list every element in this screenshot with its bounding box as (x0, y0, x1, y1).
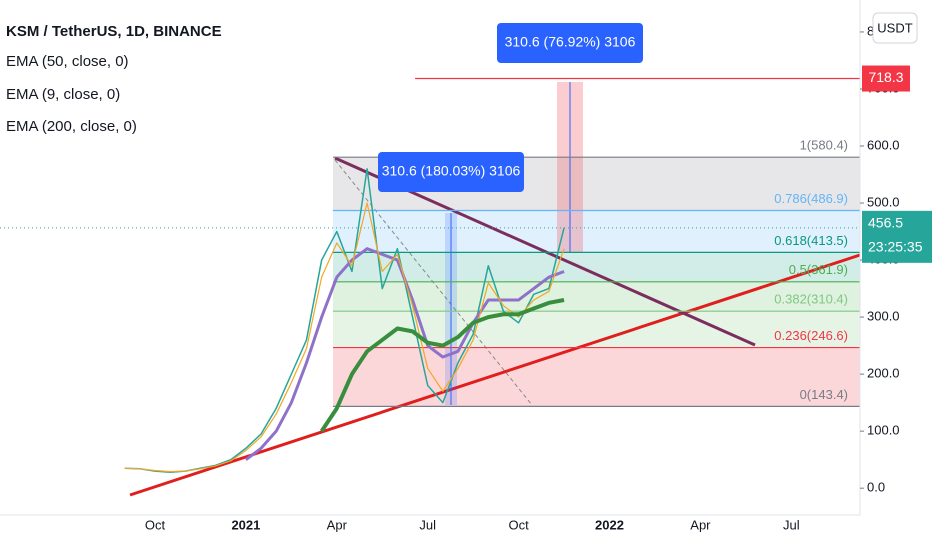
x-tick-label: Jul (419, 517, 436, 532)
fib-label: 0.786(486.9) (774, 191, 848, 206)
target-tag (862, 65, 910, 92)
y-tick-label: 200.0 (867, 366, 900, 381)
x-tick-label: Apr (327, 517, 348, 532)
target-tag-label: 718.3 (868, 69, 903, 85)
legend-item: EMA (200, close, 0) (6, 118, 137, 135)
currency-label[interactable]: USDT (877, 20, 912, 35)
y-tick-label: 500.0 (867, 194, 900, 209)
series-line (124, 202, 565, 473)
x-tick-label: 2021 (231, 517, 260, 532)
x-tick-label: Oct (145, 517, 166, 532)
legend-item: EMA (50, close, 0) (6, 53, 129, 70)
fib-label: 0.5(361.9) (789, 262, 848, 277)
measure-box (497, 23, 643, 63)
y-tick-label: 300.0 (867, 309, 900, 324)
countdown-label: 23:25:35 (868, 239, 923, 255)
fib-trend (334, 159, 533, 406)
x-tick-label: Jul (783, 517, 800, 532)
fib-label: 0.618(413.5) (774, 233, 848, 248)
fib-label: 0.382(310.4) (774, 292, 848, 307)
fib-label: 0.236(246.6) (774, 328, 848, 343)
y-tick-label: 600.0 (867, 137, 900, 152)
fib-zone (333, 210, 860, 253)
x-tick-label: Oct (508, 517, 529, 532)
fib-label: 0(143.4) (800, 387, 848, 402)
fib-zone (333, 281, 860, 312)
fib-zone (333, 252, 860, 282)
fib-zone (333, 347, 860, 407)
fib-label: 1(580.4) (800, 138, 848, 153)
y-tick-label: 100.0 (867, 423, 900, 438)
measure-label: 310.6 (76.92%) 3106 (505, 34, 636, 50)
currency-button[interactable] (872, 12, 918, 44)
y-tick-label: 0.0 (867, 480, 885, 495)
legend-item: EMA (9, close, 0) (6, 86, 120, 103)
measure-box (378, 152, 524, 192)
last-price-tag (862, 210, 932, 263)
chart-title: KSM / TetherUS, 1D, BINANCE (6, 23, 222, 40)
last-price-label: 456.5 (868, 215, 903, 231)
x-tick-label: 2022 (595, 517, 624, 532)
x-tick-label: Apr (690, 517, 711, 532)
series-line (319, 298, 565, 433)
measure-label: 310.6 (180.03%) 3106 (382, 163, 521, 179)
